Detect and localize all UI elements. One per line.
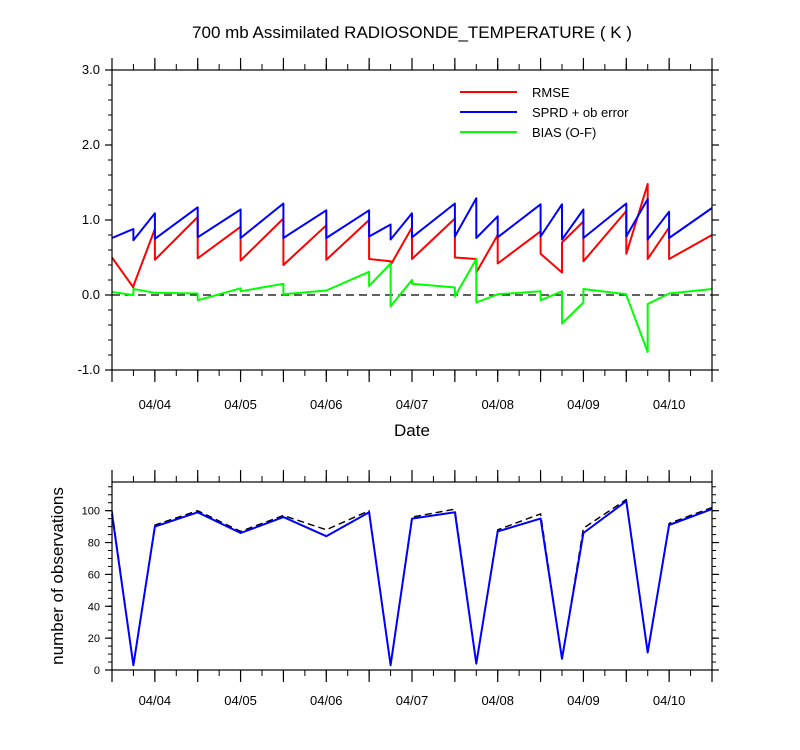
y-axis-title: number of observations [48,487,67,665]
x-axis-title: Date [394,421,430,440]
x-tick-label: 04/04 [139,397,172,412]
x-tick-label: 04/05 [224,693,257,708]
x-tick-label: 04/07 [396,693,429,708]
bottom-series-group [111,498,713,667]
top-x-axis: 04/04 04/05 04/06 04/07 04/08 04/09 04/10 [111,58,713,412]
top-y-axis: -1.0 0.0 1.0 2.0 3.0 [78,62,719,377]
y-tick-label: 0 [94,665,100,677]
y-tick-label: 0.0 [82,287,100,302]
bottom-x-axis: 04/04 04/05 04/06 04/07 04/08 04/09 04/10 [111,470,713,708]
series-line-rmse [111,183,713,289]
top-series-group [111,183,713,353]
legend-label: SPRD + ob error [532,105,629,120]
chart-title: 700 mb Assimilated RADIOSONDE_TEMPERATUR… [192,23,632,42]
y-tick-label: 3.0 [82,62,100,77]
y-tick-label: 20 [88,633,100,645]
y-tick-label: 100 [82,506,100,518]
y-tick-label: -1.0 [78,362,100,377]
series-line-bias-o-f [111,258,713,353]
legend: RMSE SPRD + ob error BIAS (O-F) [460,85,629,140]
x-tick-label: 04/04 [139,693,172,708]
x-tick-label: 04/10 [653,693,686,708]
bottom-y-axis: 0 20 40 60 80 100 [82,486,719,677]
x-tick-label: 04/09 [567,397,600,412]
bottom-plot-frame [111,481,713,671]
y-tick-label: 80 [88,538,100,550]
y-tick-label: 60 [88,569,100,581]
observations-solid-line [111,500,713,667]
series-line-sprd-ob-error [111,197,713,242]
x-tick-label: 04/10 [653,397,686,412]
x-tick-label: 04/07 [396,397,429,412]
legend-label: BIAS (O-F) [532,125,596,140]
x-tick-label: 04/08 [481,693,514,708]
x-tick-label: 04/06 [310,397,343,412]
x-tick-label: 04/06 [310,693,343,708]
x-tick-label: 04/09 [567,693,600,708]
y-tick-label: 40 [88,601,100,613]
x-tick-label: 04/05 [224,397,257,412]
y-tick-label: 1.0 [82,212,100,227]
y-tick-label: 2.0 [82,137,100,152]
x-tick-label: 04/08 [481,397,514,412]
legend-label: RMSE [532,85,570,100]
top-chart: 700 mb Assimilated RADIOSONDE_TEMPERATUR… [78,23,719,440]
